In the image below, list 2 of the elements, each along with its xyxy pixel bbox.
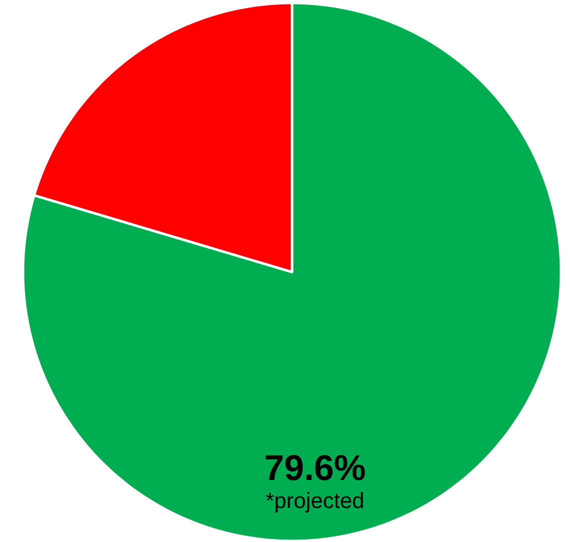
data-label: 79.6% (266, 454, 365, 480)
text: *projected (266, 492, 363, 512)
